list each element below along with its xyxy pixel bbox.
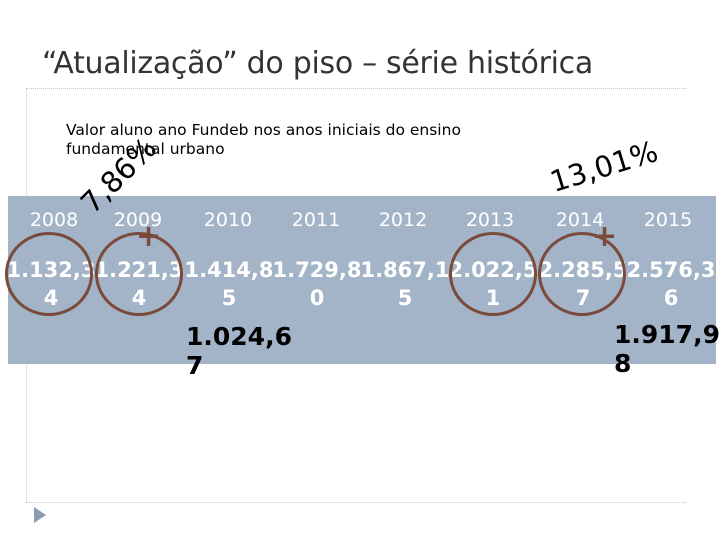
year-2011: 2011 xyxy=(291,209,341,231)
annotation-value-right: 1.917,9 8 xyxy=(614,320,720,378)
annotation-value-left: 1.024,6 7 xyxy=(186,322,292,380)
year-2014: 2014 xyxy=(555,209,605,231)
frame-bottom-line xyxy=(26,502,686,504)
title-rule xyxy=(26,88,686,90)
plus-sign-left: + xyxy=(136,219,162,254)
value-2011: 1.729,8 0 xyxy=(272,258,362,310)
value-2012: 1.867,1 5 xyxy=(360,258,450,310)
year-2010: 2010 xyxy=(203,209,253,231)
year-2012: 2012 xyxy=(378,209,428,231)
slide-subtitle: Valor aluno ano Fundeb nos anos iniciais… xyxy=(66,121,461,158)
year-2015: 2015 xyxy=(643,209,693,231)
year-2008: 2008 xyxy=(29,209,79,231)
value-2015: 2.576,3 6 xyxy=(626,258,716,310)
highlight-ring-2014 xyxy=(538,232,626,316)
bullet-arrow-icon xyxy=(34,507,46,523)
year-2009: 2009 xyxy=(113,209,163,231)
highlight-ring-2009 xyxy=(95,232,183,316)
year-2013: 2013 xyxy=(465,209,515,231)
value-2010: 1.414,8 5 xyxy=(184,258,274,310)
annotation-percent-right: 13,01% xyxy=(546,134,662,199)
highlight-ring-2008 xyxy=(5,232,93,316)
highlight-ring-2013 xyxy=(449,232,537,316)
slide-title: “Atualização” do piso – série histórica xyxy=(42,46,593,81)
plus-sign-right: + xyxy=(592,219,618,254)
